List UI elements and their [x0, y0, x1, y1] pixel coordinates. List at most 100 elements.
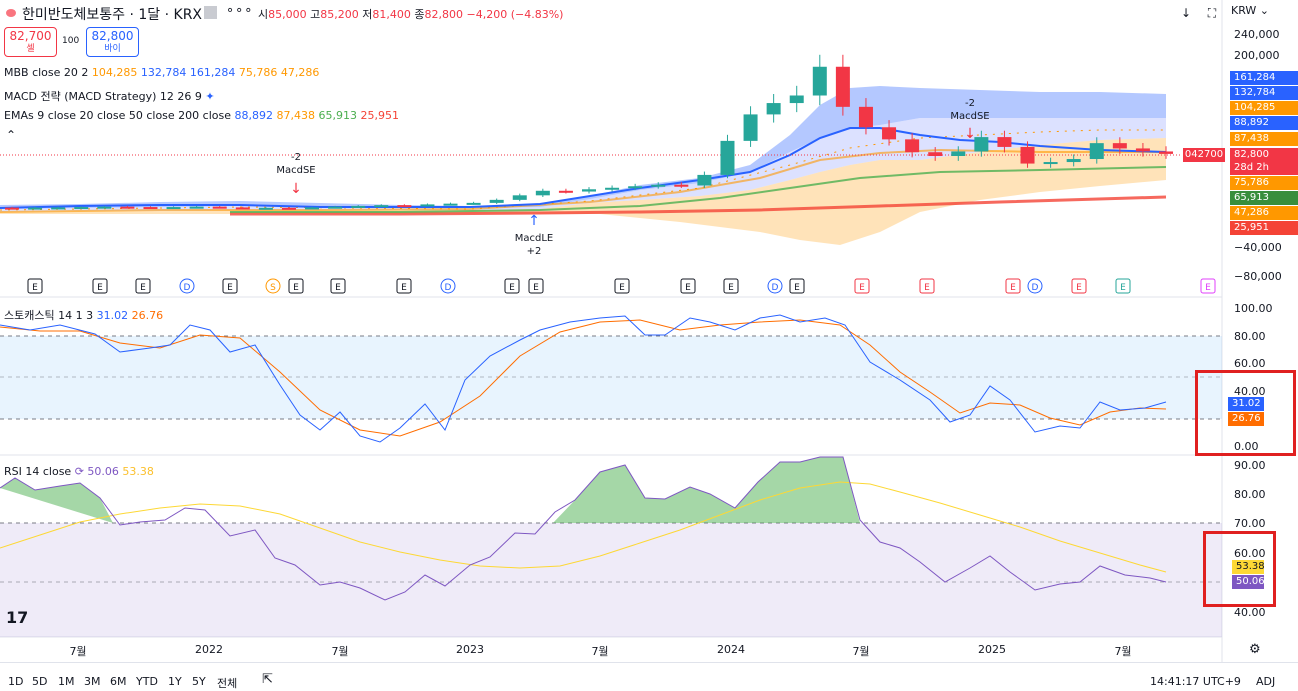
candle — [351, 205, 366, 208]
event-marker-icon — [265, 278, 281, 294]
candle — [97, 206, 112, 209]
event-marker-label: E — [1076, 283, 1082, 293]
settings-icon[interactable]: ⚙ — [1249, 642, 1261, 657]
tradingview-logo-icon[interactable]: 17 — [6, 608, 29, 627]
time-tick: 2025 — [978, 643, 1006, 656]
candle — [882, 127, 897, 140]
candle — [305, 207, 320, 210]
date-range-icon[interactable]: ⇱ — [262, 672, 273, 687]
sell-button[interactable]: 82,700 셀 — [4, 27, 57, 57]
candle — [258, 207, 273, 210]
range-3m[interactable]: 3M — [84, 675, 101, 688]
price-badge: 132,784 — [1230, 86, 1298, 100]
candle — [766, 103, 781, 115]
candle — [997, 137, 1012, 147]
event-marker-icon — [396, 278, 412, 294]
event-marker-label: D — [1032, 283, 1039, 293]
event-marker-label: E — [728, 283, 734, 293]
range-ytd[interactable]: YTD — [136, 675, 158, 688]
event-marker-icon — [854, 278, 870, 294]
legend-rsi[interactable]: RSI 14 close ⟳ 50.06 53.38 — [4, 465, 154, 478]
event-marker-icon — [614, 278, 630, 294]
symbol-title[interactable]: 한미반도체보통주 · 1달 · KRX — [22, 7, 203, 23]
candle — [674, 184, 689, 187]
stoch-tick: 0.00 — [1234, 440, 1259, 453]
price-tick: −40,000 — [1234, 241, 1282, 254]
ema50-line — [230, 166, 1167, 213]
ohlc-readout: 시85,000 고85,200 저81,400 종82,800 −4,200 (… — [258, 8, 564, 21]
event-marker-icon — [1027, 278, 1043, 294]
clock[interactable]: 14:41:17 UTC+9 — [1150, 675, 1241, 688]
sell-arrow-icon: ↓ — [290, 181, 302, 197]
price-tick: −80,000 — [1234, 270, 1282, 283]
event-marker-label: D — [772, 283, 779, 293]
candle — [858, 106, 873, 128]
price-badge: 75,786 — [1230, 176, 1298, 190]
event-marker-label: E — [1120, 283, 1126, 293]
range-5d[interactable]: 5D — [32, 675, 48, 688]
candle — [74, 207, 89, 210]
candle — [651, 184, 666, 187]
buy-button[interactable]: 82,800 바이 — [86, 27, 139, 57]
time-tick: 2024 — [717, 643, 745, 656]
range-5y[interactable]: 5Y — [192, 675, 206, 688]
candle — [558, 190, 573, 193]
candle — [166, 207, 181, 210]
hide-icon[interactable] — [204, 6, 217, 19]
event-marker-icon — [1115, 278, 1131, 294]
price-badge: 25,951 — [1230, 221, 1298, 235]
candle — [743, 114, 758, 141]
rsi-tick: 90.00 — [1234, 459, 1266, 472]
event-marker-label: E — [509, 283, 515, 293]
range-1m[interactable]: 1M — [58, 675, 75, 688]
collapse-legend-icon[interactable]: ⌃ — [6, 128, 17, 142]
candle — [235, 207, 250, 210]
rsi-overbought-fill — [553, 457, 860, 523]
event-marker-icon — [1005, 278, 1021, 294]
candle — [28, 207, 43, 210]
event-marker-label: E — [533, 283, 539, 293]
legend-macd[interactable]: MACD 전략 (MACD Strategy) 12 26 9 ✦ — [4, 90, 215, 103]
rsi-band — [0, 523, 1222, 637]
event-marker-label: E — [401, 283, 407, 293]
event-marker-icon — [723, 278, 739, 294]
highlight-box — [1203, 531, 1276, 607]
candle — [281, 207, 296, 210]
fullscreen-icon[interactable]: ⛶ — [1207, 6, 1217, 20]
event-marker-label: E — [685, 283, 691, 293]
candle — [835, 66, 850, 107]
footer-divider — [0, 662, 1298, 663]
more-icon[interactable]: ∘∘∘ — [226, 3, 254, 18]
legend-emas[interactable]: EMAs 9 close 20 close 50 close 200 close… — [4, 109, 399, 122]
bb-mid-fill — [0, 118, 1166, 212]
currency-select[interactable]: KRW ⌄ — [1231, 4, 1270, 17]
range-all[interactable]: 전체 — [217, 677, 238, 690]
download-icon[interactable]: ↓ — [1180, 6, 1192, 20]
adj-toggle[interactable]: ADJ — [1256, 675, 1276, 688]
price-badge: 87,438 — [1230, 132, 1298, 146]
top-bar: 한미반도체보통주 · 1달 · KRX ∘∘∘ 시85,000 고85,200 … — [0, 0, 1298, 26]
candle — [51, 207, 66, 210]
range-1y[interactable]: 1Y — [168, 675, 182, 688]
candle — [397, 205, 412, 208]
stoch-d-badge: 26.76 — [1228, 412, 1264, 426]
candle — [512, 195, 527, 200]
legend-stoch[interactable]: 스토캐스틱 14 1 3 31.02 26.76 — [4, 309, 164, 322]
ema20-line — [0, 148, 1166, 213]
event-marker-label: E — [1010, 283, 1016, 293]
signal-label: +2 — [527, 246, 542, 257]
price-badge: 88,892 — [1230, 116, 1298, 130]
stoch-d-line — [0, 319, 1167, 437]
legend-mbb[interactable]: MBB close 20 2 104,285 132,784 161,284 7… — [4, 66, 320, 79]
candle — [535, 190, 550, 196]
highlight-box — [1195, 370, 1296, 456]
candle — [1135, 148, 1150, 152]
sparkle-icon: ✦ — [205, 90, 215, 103]
range-6m[interactable]: 6M — [110, 675, 127, 688]
candle — [628, 186, 643, 189]
rsi-line — [0, 456, 1167, 601]
range-1d[interactable]: 1D — [8, 675, 24, 688]
stoch-tick: 80.00 — [1234, 330, 1266, 343]
